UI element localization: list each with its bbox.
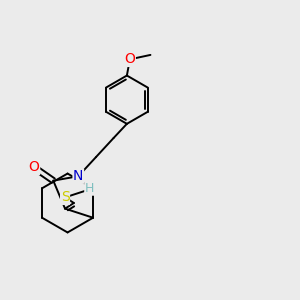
Text: O: O [124, 52, 135, 66]
Text: H: H [85, 182, 94, 195]
Text: O: O [29, 160, 40, 174]
Text: N: N [73, 169, 83, 183]
Text: S: S [61, 190, 69, 204]
